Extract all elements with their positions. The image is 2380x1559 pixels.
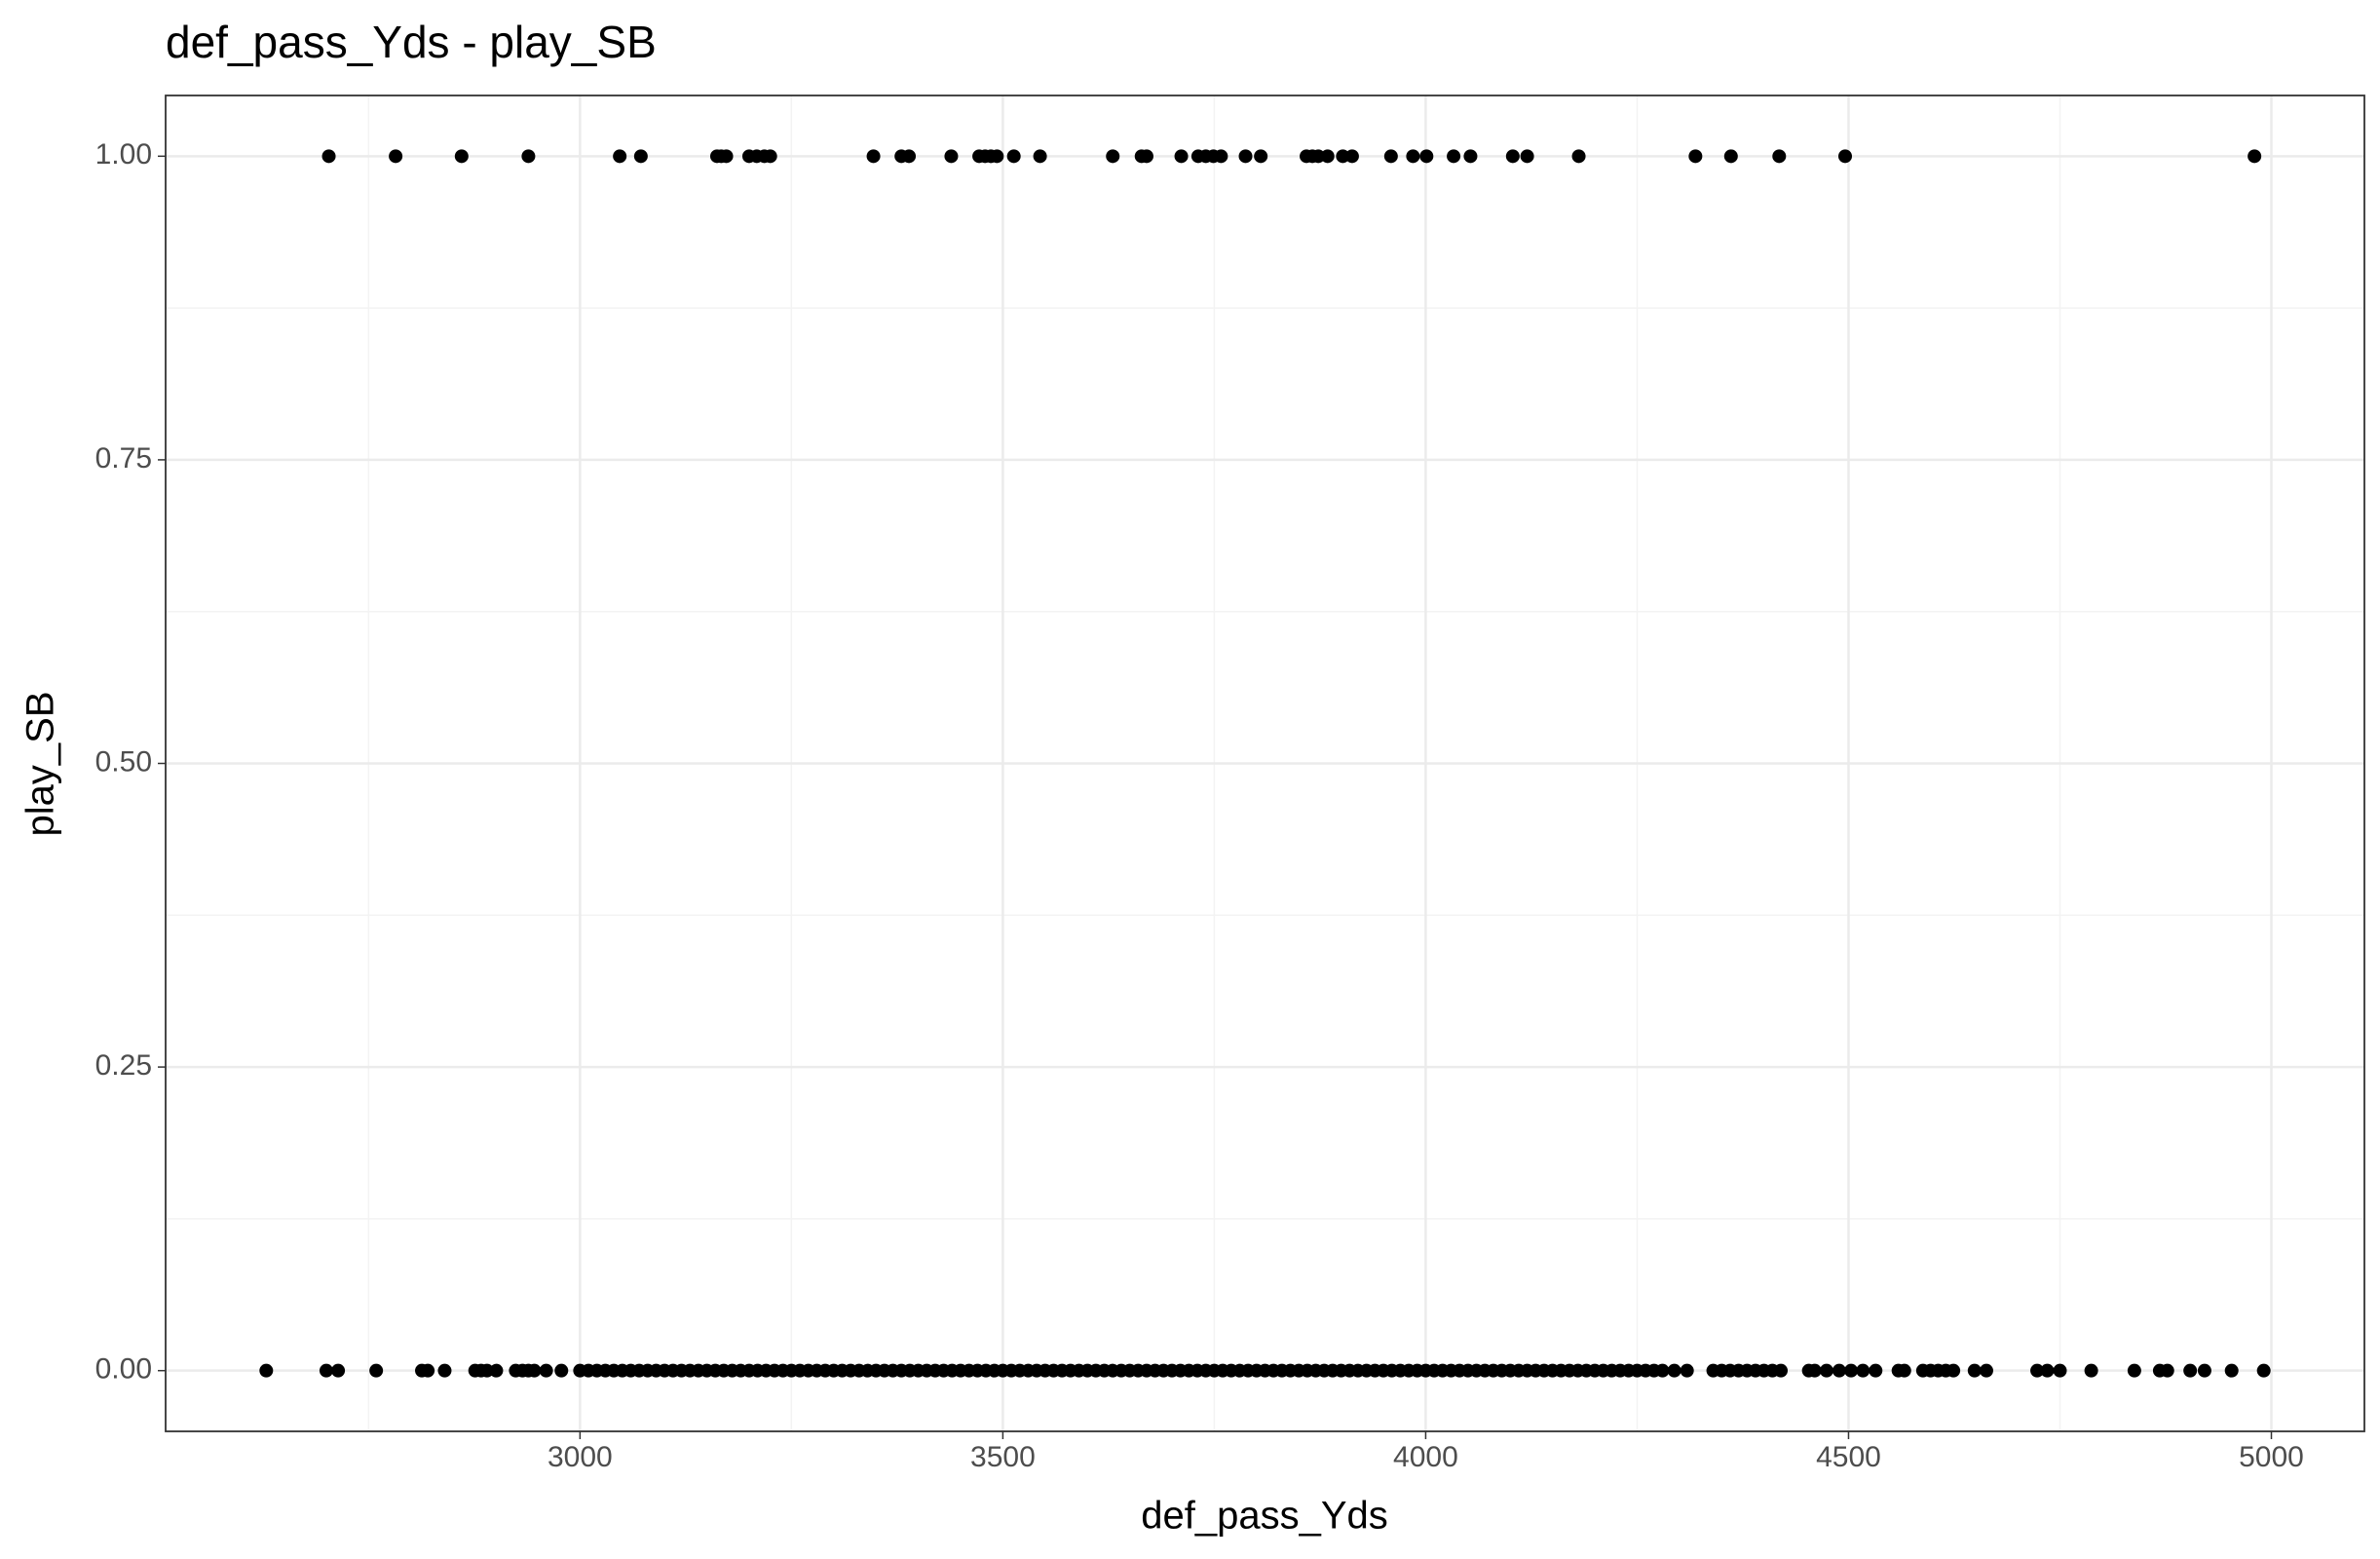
point	[866, 149, 881, 164]
point	[1688, 149, 1703, 164]
point	[259, 1363, 274, 1378]
point	[1214, 149, 1228, 164]
point	[1844, 1363, 1859, 1378]
point	[1383, 149, 1398, 164]
point	[1819, 1363, 1833, 1378]
point	[1772, 149, 1787, 164]
point	[1447, 149, 1461, 164]
x-tick-label: 4000	[1393, 1441, 1458, 1473]
point	[1723, 149, 1738, 164]
point	[1807, 1363, 1822, 1378]
point	[1344, 149, 1359, 164]
point	[633, 149, 648, 164]
x-tick-label: 4500	[1816, 1441, 1881, 1473]
y-tick-label: 0.00	[95, 1353, 152, 1386]
point	[321, 149, 336, 164]
point	[2248, 149, 2262, 164]
point	[1869, 1363, 1883, 1378]
y-axis-title: play_SB	[19, 692, 62, 837]
point	[1419, 149, 1434, 164]
point	[1979, 1363, 1993, 1378]
point	[613, 149, 627, 164]
point	[1006, 149, 1021, 164]
point	[539, 1363, 553, 1378]
panel-border	[165, 95, 2365, 1432]
x-tick-label: 5000	[2239, 1441, 2304, 1473]
point	[2160, 1363, 2174, 1378]
x-axis-title: def_pass_Yds	[1141, 1495, 1388, 1538]
point	[1320, 149, 1335, 164]
point	[1946, 1363, 1961, 1378]
point	[389, 149, 403, 164]
point	[1667, 1363, 1681, 1378]
point	[2084, 1363, 2098, 1378]
point	[1655, 1363, 1670, 1378]
point	[1571, 149, 1586, 164]
point	[331, 1363, 346, 1378]
point	[2030, 1363, 2045, 1378]
point	[489, 1363, 504, 1378]
point	[1139, 149, 1153, 164]
point	[2224, 1363, 2239, 1378]
point	[944, 149, 959, 164]
point	[1832, 1363, 1846, 1378]
point	[902, 149, 917, 164]
point	[2040, 1363, 2055, 1378]
chart-title: def_pass_Yds - play_SB	[166, 17, 657, 67]
point	[1680, 1363, 1694, 1378]
point	[763, 149, 777, 164]
point	[437, 1363, 452, 1378]
point	[454, 149, 469, 164]
point	[1838, 149, 1853, 164]
y-tick-label: 0.25	[95, 1049, 152, 1082]
point	[1774, 1363, 1789, 1378]
point	[1463, 149, 1478, 164]
point	[2197, 1363, 2211, 1378]
point	[1505, 149, 1520, 164]
point	[369, 1363, 384, 1378]
point	[990, 149, 1004, 164]
point	[1520, 149, 1534, 164]
point	[2127, 1363, 2141, 1378]
point	[2256, 1363, 2271, 1378]
y-tick-label: 1.00	[95, 138, 152, 171]
y-tick-label: 0.75	[95, 442, 152, 475]
point	[1174, 149, 1189, 164]
point	[1106, 149, 1120, 164]
point	[521, 149, 536, 164]
point	[1238, 149, 1253, 164]
point	[2183, 1363, 2198, 1378]
point	[1967, 1363, 1982, 1378]
y-tick-label: 0.50	[95, 745, 152, 778]
point	[319, 1363, 333, 1378]
point	[1406, 149, 1420, 164]
point	[1897, 1363, 1911, 1378]
point	[554, 1363, 569, 1378]
x-tick-label: 3000	[548, 1441, 613, 1473]
x-tick-label: 3500	[970, 1441, 1036, 1473]
point	[421, 1363, 435, 1378]
point	[1033, 149, 1047, 164]
point	[1254, 149, 1268, 164]
point	[527, 1363, 542, 1378]
point	[2053, 1363, 2067, 1378]
point	[1856, 1363, 1870, 1378]
point	[719, 149, 734, 164]
